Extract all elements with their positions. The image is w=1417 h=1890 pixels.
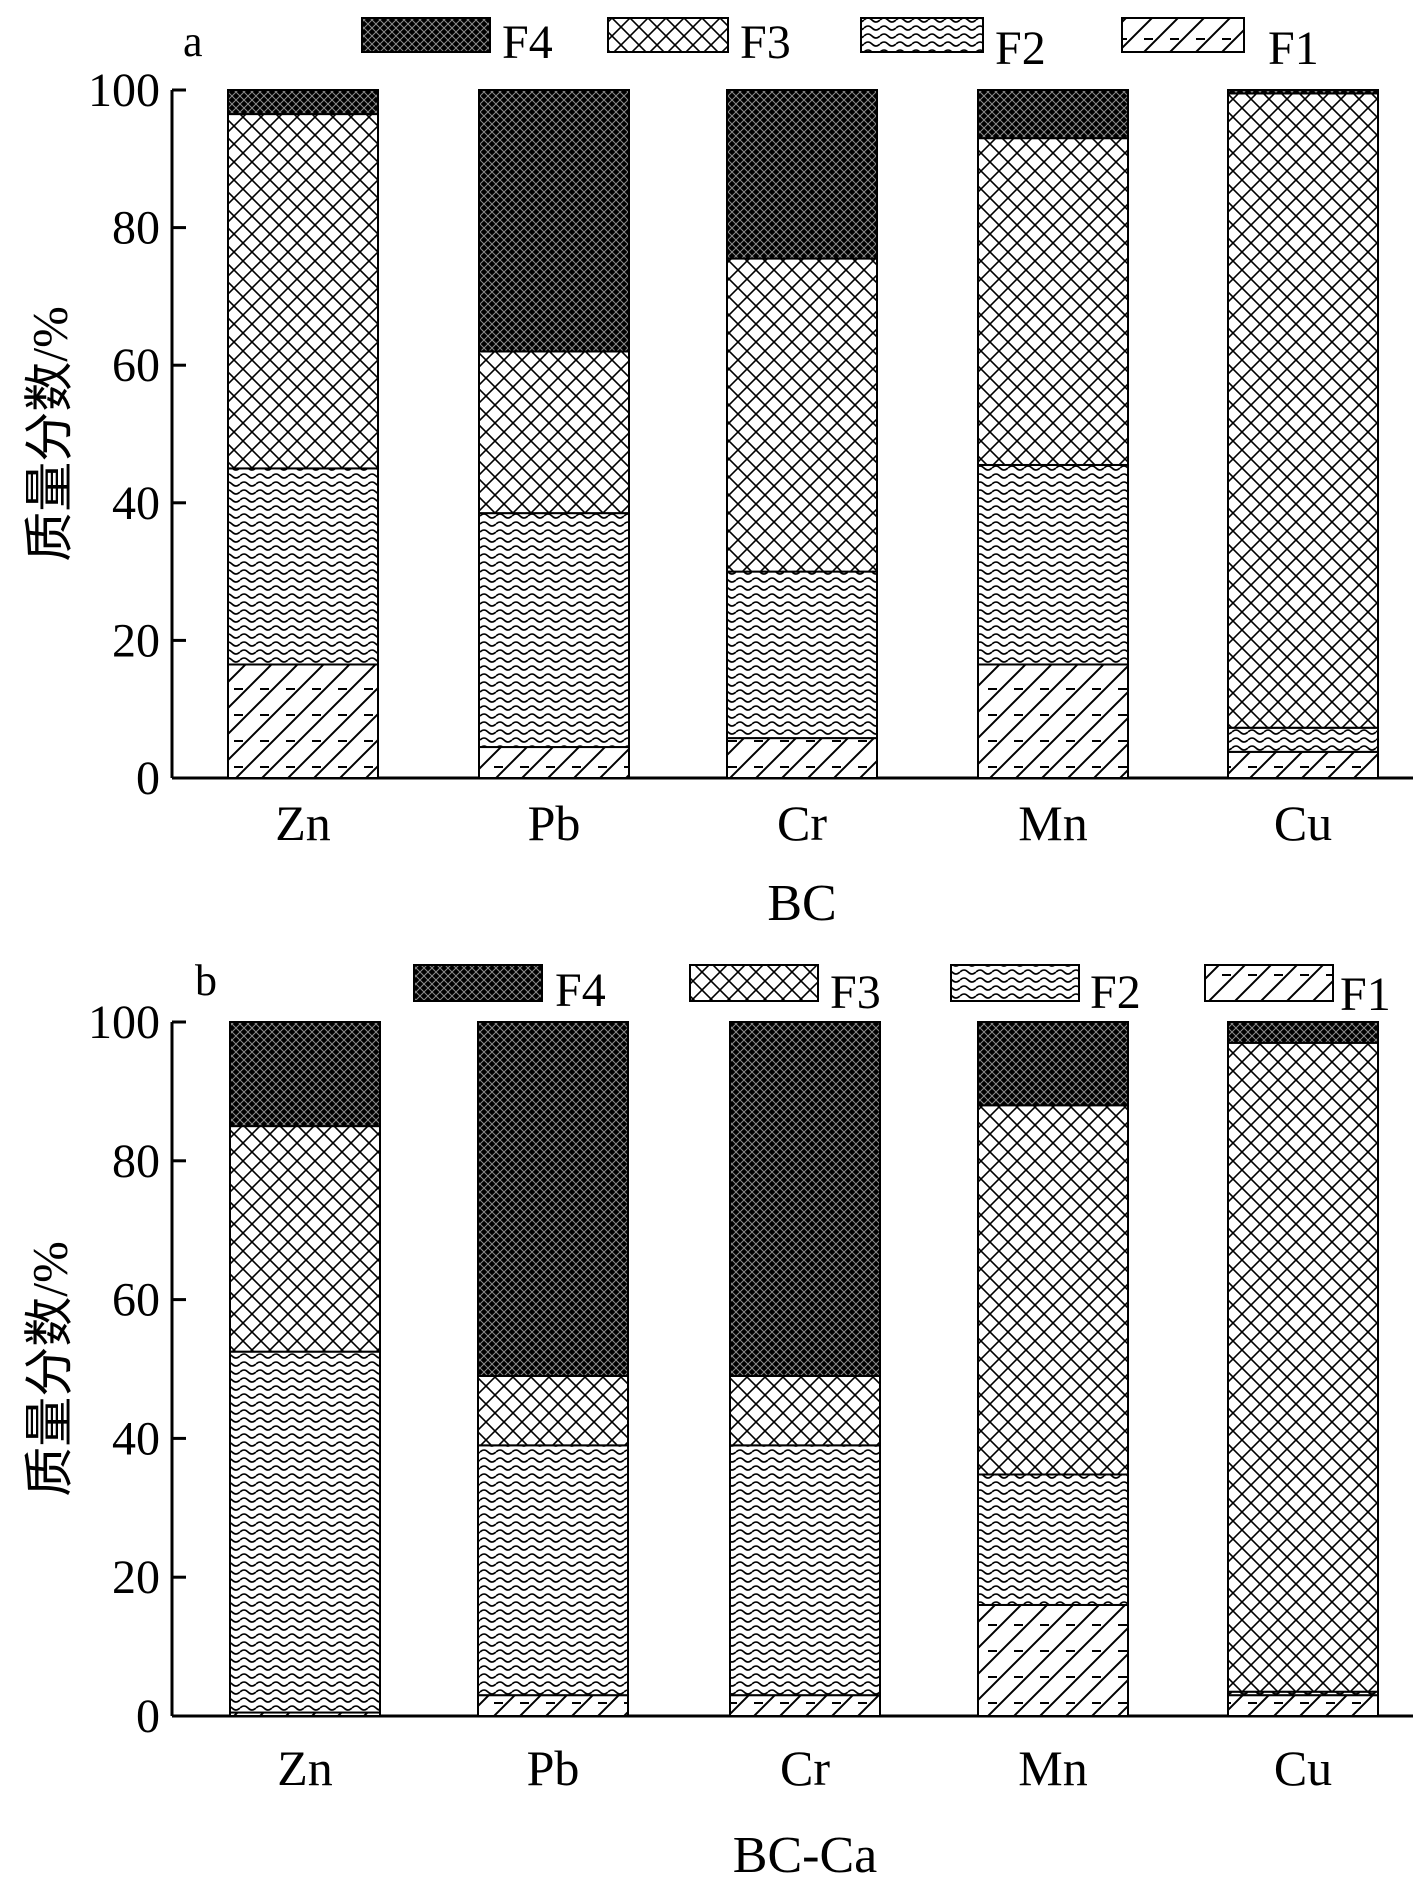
y-tick-label: 0: [136, 1690, 160, 1743]
bar-segment-cu-f3: [1227, 1041, 1379, 1693]
bar-segment-zn-f4: [227, 89, 379, 116]
bar-segment-pb-f2: [477, 1444, 629, 1697]
bar-segment-mn-f3: [977, 1104, 1129, 1476]
y-tick-label: 60: [112, 339, 160, 392]
bar-segment-cr-f2: [726, 570, 878, 740]
x-tick-label: Cu: [1274, 795, 1332, 851]
bar-segment-cr-f3: [729, 1374, 881, 1447]
bar-segment-pb-f4: [478, 89, 630, 353]
y-tick-label: 0: [136, 752, 160, 805]
bar-segment-pb-f3: [477, 1374, 629, 1447]
bar-segment-zn-f4: [229, 1021, 381, 1128]
bar-segment-cu-f1: [1227, 1694, 1379, 1718]
bar-segment-cr-f3: [726, 257, 878, 573]
bar-segment-pb-f3: [478, 350, 630, 515]
x-tick-label: Cu: [1274, 1740, 1332, 1796]
y-tick-label: 40: [112, 1412, 160, 1465]
legend-label-f4: F4: [502, 16, 553, 69]
bar-segment-pb-f2: [478, 512, 630, 749]
x-axis-label: BC: [767, 875, 836, 932]
legend-label-f2: F2: [1090, 966, 1141, 1019]
bar-segment-zn-f3: [227, 113, 379, 470]
y-tick-label: 20: [112, 1551, 160, 1604]
y-axis-label: 质量分数/%: [21, 306, 77, 562]
bar-segment-cu-f2: [1227, 726, 1379, 753]
axes: 0 20 40 60 80 100 Zn Pb Cr Mn Cu: [88, 996, 1413, 1796]
bar-segment-cr-f1: [726, 737, 878, 780]
bar-segment-mn-f2: [977, 1473, 1129, 1606]
bar-segment-cr-f1: [729, 1694, 881, 1718]
bar-segment-cr-f4: [726, 89, 878, 260]
y-tick-label: 40: [112, 477, 160, 530]
panel-label: a: [183, 17, 203, 66]
x-tick-label: Zn: [277, 1740, 333, 1796]
y-tick-label: 80: [112, 202, 160, 255]
x-tick-label: Zn: [275, 795, 331, 851]
x-tick-label: Pb: [527, 1740, 580, 1796]
bar-segment-cr-f4: [729, 1021, 881, 1377]
legend-label-f3: F3: [740, 16, 791, 69]
bar-segment-mn-f4: [977, 1021, 1129, 1107]
bar-segment-zn-f2: [229, 1350, 381, 1714]
legend-swatch-f1: [1121, 17, 1245, 53]
panel-label: b: [195, 956, 217, 1005]
x-tick-label: Cr: [780, 1740, 830, 1796]
legend-label-f1: F1: [1340, 968, 1391, 1021]
bar-segment-cu-f3: [1227, 92, 1379, 729]
y-tick-label: 60: [112, 1274, 160, 1327]
y-tick-label: 100: [88, 996, 160, 1049]
bar-segment-pb-f4: [477, 1021, 629, 1377]
bar-segment-pb-f1: [478, 746, 630, 779]
legend-label-f3: F3: [830, 966, 881, 1019]
x-axis-label: BC-Ca: [733, 1827, 877, 1884]
bar-segment-cr-f2: [729, 1444, 881, 1697]
bars: [227, 89, 1379, 780]
bar-segment-zn-f2: [227, 467, 379, 666]
y-tick-label: 100: [88, 64, 160, 117]
bar-segment-mn-f4: [977, 89, 1129, 140]
legend-swatch-f4: [361, 17, 491, 53]
legend-swatch-f2: [860, 17, 984, 53]
legend-swatch-f3: [689, 964, 819, 1002]
legend: F4 F3 F2 F1: [413, 964, 1391, 1021]
bar-segment-cu-f1: [1227, 750, 1379, 780]
bar-segment-mn-f2: [977, 463, 1129, 666]
bar-segment-zn-f3: [229, 1125, 381, 1353]
bar-segment-mn-f1: [977, 663, 1129, 779]
legend-label-f2: F2: [995, 22, 1046, 75]
chart-panel-a: a F4 F3 F2 F1 0 20 40 60 80 100 Zn Pb Cr Mn Cu 质量分数/%…: [21, 16, 1413, 932]
bar-segment-cu-f4: [1227, 1021, 1379, 1044]
legend-label-f4: F4: [555, 964, 606, 1017]
legend-swatch-f4: [413, 964, 543, 1002]
legend-swatch-f2: [950, 964, 1080, 1002]
x-tick-label: Pb: [528, 795, 581, 851]
legend: F4 F3 F2 F1: [361, 16, 1319, 75]
bar-segment-mn-f3: [977, 137, 1129, 466]
bar-segment-zn-f1: [227, 663, 379, 779]
x-tick-label: Mn: [1018, 795, 1087, 851]
x-tick-label: Cr: [777, 795, 827, 851]
y-axis-label: 质量分数/%: [21, 1241, 77, 1497]
legend-label-f1: F1: [1268, 22, 1319, 75]
y-tick-label: 80: [112, 1135, 160, 1188]
legend-swatch-f3: [607, 17, 729, 53]
bar-segment-pb-f1: [477, 1694, 629, 1718]
axes: 0 20 40 60 80 100 Zn Pb Cr Mn Cu: [88, 64, 1413, 851]
bars: [229, 1021, 1379, 1718]
bar-segment-cu-f4: [1227, 89, 1379, 95]
chart-panel-b: b F4 F3 F2 F1 0 20 40 60 80 100 Zn Pb Cr Mn Cu 质量分数/%…: [21, 956, 1413, 1884]
bar-segment-mn-f1: [977, 1603, 1129, 1717]
legend-swatch-f1: [1204, 964, 1334, 1002]
y-tick-label: 20: [112, 614, 160, 667]
x-tick-label: Mn: [1018, 1740, 1087, 1796]
